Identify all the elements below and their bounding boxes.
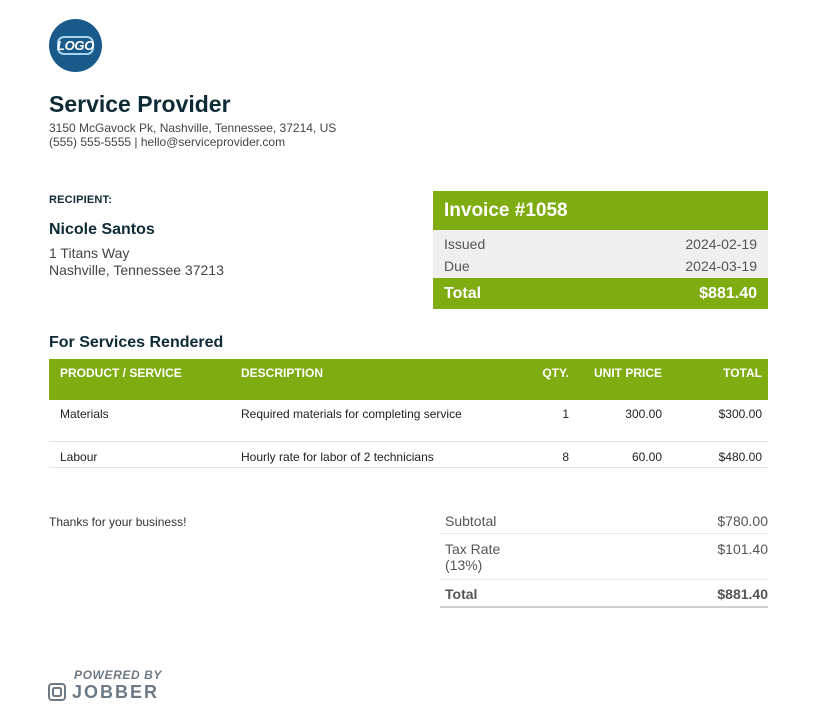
invoice-due-row: Due 2024-03-19 bbox=[433, 254, 768, 278]
section-title: For Services Rendered bbox=[49, 334, 224, 351]
cell-total: $300.00 bbox=[718, 407, 762, 421]
jobber-brand: JOBBER bbox=[72, 682, 160, 702]
tax-value: $101.40 bbox=[717, 541, 768, 557]
company-name: Service Provider bbox=[49, 91, 231, 117]
invoice-title: Invoice #1058 bbox=[444, 199, 568, 221]
header-description: DESCRIPTION bbox=[241, 366, 324, 380]
issued-date: 2024-02-19 bbox=[685, 235, 757, 252]
recipient-label: RECIPIENT: bbox=[49, 194, 113, 206]
recipient-street: 1 Titans Way bbox=[49, 245, 130, 261]
invoice-total-row: Total $881.40 bbox=[433, 278, 768, 309]
header-unit-price: UNIT PRICE bbox=[593, 366, 662, 380]
cell-description: Hourly rate for labor of 2 technicians bbox=[241, 450, 434, 464]
company-address: 3150 McGavock Pk, Nashville, Tennessee, … bbox=[49, 121, 337, 135]
grand-total-row: Total $881.40 bbox=[440, 580, 768, 608]
subtotal-row: Subtotal $780.00 bbox=[440, 510, 768, 534]
table-header: PRODUCT / SERVICE DESCRIPTION QTY. UNIT … bbox=[49, 359, 768, 400]
header-product: PRODUCT / SERVICE bbox=[60, 366, 182, 380]
issued-label: Issued bbox=[444, 235, 486, 252]
cell-qty: 1 bbox=[562, 407, 569, 421]
invoice-total-label: Total bbox=[444, 284, 482, 302]
company-logo: LOGO bbox=[49, 19, 102, 72]
header-qty: QTY. bbox=[542, 366, 569, 380]
tax-rate: (13%) bbox=[445, 557, 483, 573]
due-date: 2024-03-19 bbox=[685, 258, 757, 274]
thank-you-note: Thanks for your business! bbox=[49, 515, 187, 529]
invoice-total-amount: $881.40 bbox=[699, 284, 757, 302]
cell-qty: 8 bbox=[562, 450, 569, 464]
cell-product: Labour bbox=[60, 450, 98, 464]
subtotal-label: Subtotal bbox=[445, 513, 497, 529]
invoice-header: Invoice #1058 bbox=[433, 191, 768, 230]
line-items-table: PRODUCT / SERVICE DESCRIPTION QTY. UNIT … bbox=[49, 359, 768, 468]
tax-row: Tax Rate (13%) $101.40 bbox=[440, 534, 768, 580]
jobber-logo-icon bbox=[48, 683, 66, 701]
invoice-summary-box: Invoice #1058 Issued 2024-02-19 Due 2024… bbox=[433, 191, 768, 309]
table-row: Materials Required materials for complet… bbox=[49, 400, 768, 442]
logo-badge: LOGO bbox=[57, 36, 94, 55]
cell-total: $480.00 bbox=[718, 450, 762, 464]
totals-summary: Subtotal $780.00 Tax Rate (13%) $101.40 … bbox=[440, 510, 768, 608]
cell-unit-price: 300.00 bbox=[625, 407, 662, 421]
grand-total-value: $881.40 bbox=[717, 586, 768, 602]
company-contact: (555) 555-5555 | hello@serviceprovider.c… bbox=[49, 135, 286, 149]
powered-by-label: POWERED BY bbox=[74, 668, 163, 682]
recipient-name: Nicole Santos bbox=[49, 221, 155, 238]
tax-label: Tax Rate bbox=[445, 541, 501, 557]
header-total: TOTAL bbox=[723, 366, 762, 380]
invoice-issued-row: Issued 2024-02-19 bbox=[433, 230, 768, 254]
recipient-city: Nashville, Tennessee 37213 bbox=[49, 262, 224, 278]
cell-description: Required materials for completing servic… bbox=[241, 407, 462, 421]
logo-text: LOGO bbox=[56, 38, 95, 53]
due-label: Due bbox=[444, 258, 470, 274]
table-row: Labour Hourly rate for labor of 2 techni… bbox=[49, 442, 768, 468]
cell-product: Materials bbox=[60, 407, 109, 421]
grand-total-label: Total bbox=[445, 586, 478, 602]
cell-unit-price: 60.00 bbox=[631, 450, 662, 464]
subtotal-value: $780.00 bbox=[717, 513, 768, 529]
